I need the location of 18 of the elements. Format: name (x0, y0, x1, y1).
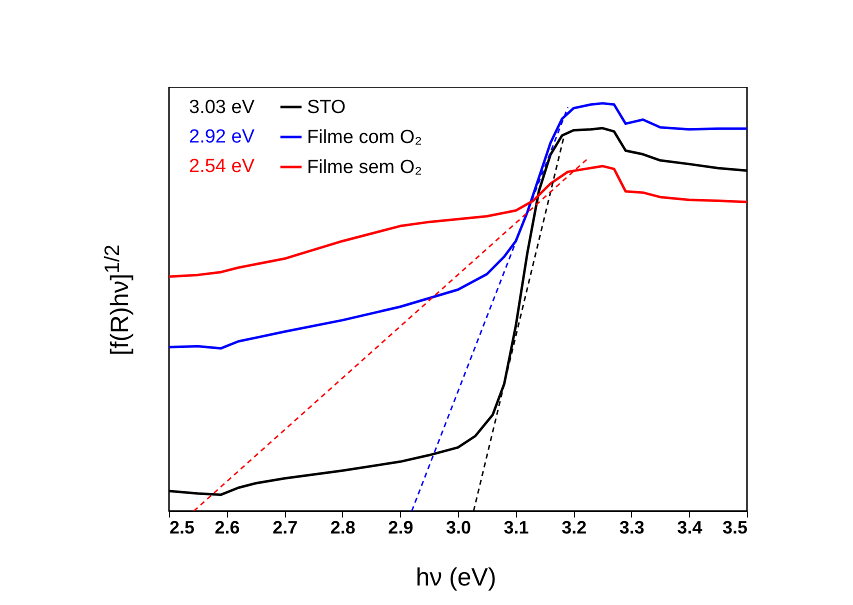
x-tick-label: 2.5 (170, 518, 195, 538)
legend-label: Filme sem O₂ (307, 157, 422, 178)
x-axis-title: hν (eV) (416, 564, 496, 592)
x-tick-label: 2.6 (214, 518, 240, 538)
x-tick-label: 2.7 (272, 518, 298, 538)
x-tick-label: 2.9 (388, 518, 414, 538)
annotation: 2.92 eV (189, 126, 255, 148)
legend-label: STO (307, 97, 346, 118)
x-tick-label: 3.4 (677, 518, 702, 538)
annotation: 3.03 eV (189, 97, 255, 118)
x-tick-label: 3.5 (722, 518, 748, 538)
x-tick-label: 3.1 (504, 518, 529, 538)
legend-label: Filme com O₂ (307, 127, 422, 148)
annotation: 2.54 eV (189, 156, 255, 177)
x-tick-label: 3.0 (446, 518, 472, 538)
x-tick-label: 3.3 (619, 518, 644, 538)
x-tick-label: 2.8 (330, 518, 356, 538)
x-tick-label: 3.2 (562, 518, 587, 538)
